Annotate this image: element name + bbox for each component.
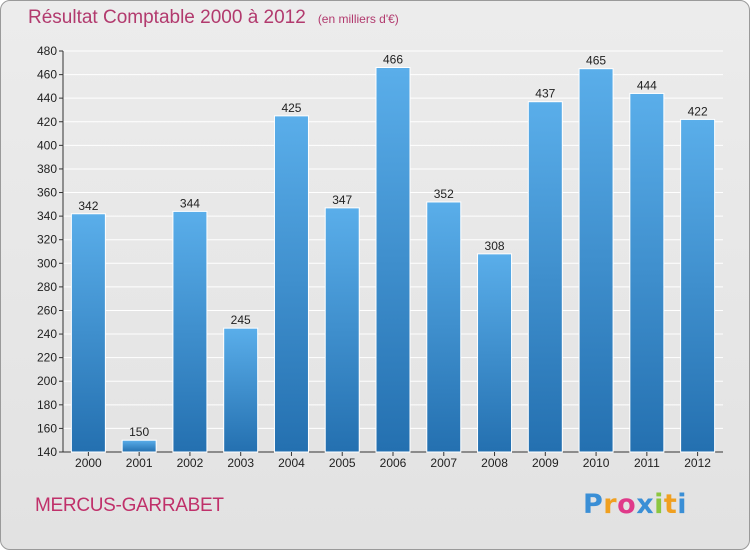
bar: [324, 207, 360, 453]
logo-letter: t: [663, 489, 678, 520]
y-tick-label: 360: [37, 186, 57, 200]
y-tick-label: 480: [37, 44, 57, 58]
y-tick-label: 140: [37, 445, 57, 459]
bar-value-label: 245: [231, 313, 251, 327]
bar: [527, 101, 563, 453]
logo-letter: i: [677, 489, 688, 520]
x-tick-label: 2009: [532, 456, 559, 470]
bar: [375, 67, 411, 453]
bar-value-label: 150: [129, 425, 149, 439]
x-tick-label: 2010: [583, 456, 610, 470]
bar: [172, 210, 208, 453]
bar: [70, 213, 106, 453]
bar: [680, 118, 716, 453]
y-tick-label: 440: [37, 91, 57, 105]
x-tick-label: 2012: [684, 456, 711, 470]
bar-value-label: 308: [485, 239, 505, 253]
bar-value-label: 444: [637, 78, 657, 92]
chart-subtitle: (en milliers d'€): [317, 12, 399, 26]
bar: [477, 253, 513, 453]
logo-letter: i: [654, 489, 664, 520]
x-tick-label: 2004: [278, 456, 305, 470]
y-tick-label: 220: [37, 351, 57, 365]
bar-value-label: 465: [586, 54, 606, 68]
commune-name: MERCUS-GARRABET: [35, 495, 224, 516]
chart-title: Résultat Comptable 2000 à 2012: [28, 7, 306, 28]
bar: [629, 92, 665, 453]
x-tick-label: 2008: [481, 456, 508, 470]
y-tick-label: 260: [37, 303, 57, 317]
logo-letter: x: [636, 489, 655, 520]
bar: [121, 439, 157, 453]
x-tick-label: 2006: [380, 456, 407, 470]
x-tick-label: 2002: [177, 456, 204, 470]
x-tick-label: 2003: [227, 456, 254, 470]
y-tick-label: 460: [37, 68, 57, 82]
logo-letter: r: [603, 489, 618, 520]
x-tick-label: 2011: [634, 456, 660, 470]
x-tick-label: 2007: [430, 456, 457, 470]
bar: [273, 115, 309, 453]
bar: [223, 327, 259, 453]
y-tick-label: 340: [37, 209, 57, 223]
bar: [578, 68, 614, 453]
y-tick-label: 400: [37, 138, 57, 152]
y-tick-label: 180: [37, 398, 57, 412]
bar-value-label: 425: [281, 101, 301, 115]
x-tick-label: 2001: [126, 456, 153, 470]
y-tick-label: 300: [37, 256, 57, 270]
y-tick-label: 200: [37, 374, 57, 388]
bar-value-label: 347: [332, 193, 352, 207]
bar-value-label: 342: [78, 199, 98, 213]
proxiti-logo: Proxiti: [583, 489, 687, 520]
x-tick-label: 2005: [329, 456, 356, 470]
logo-letter: P: [583, 489, 604, 520]
logo-letter: o: [617, 489, 637, 520]
x-tick-label: 2000: [75, 456, 102, 470]
bar-value-label: 344: [180, 196, 200, 210]
bar-value-label: 422: [688, 104, 708, 118]
y-tick-label: 240: [37, 327, 57, 341]
y-tick-label: 280: [37, 280, 57, 294]
bar-value-label: 437: [535, 87, 555, 101]
bar: [426, 201, 462, 453]
title-row: Résultat Comptable 2000 à 2012 (en milli…: [28, 7, 399, 29]
y-tick-label: 420: [37, 115, 57, 129]
bar-value-label: 466: [383, 53, 403, 67]
bar-value-label: 352: [434, 187, 454, 201]
y-tick-label: 160: [37, 421, 57, 435]
y-tick-label: 320: [37, 233, 57, 247]
y-tick-label: 380: [37, 162, 57, 176]
